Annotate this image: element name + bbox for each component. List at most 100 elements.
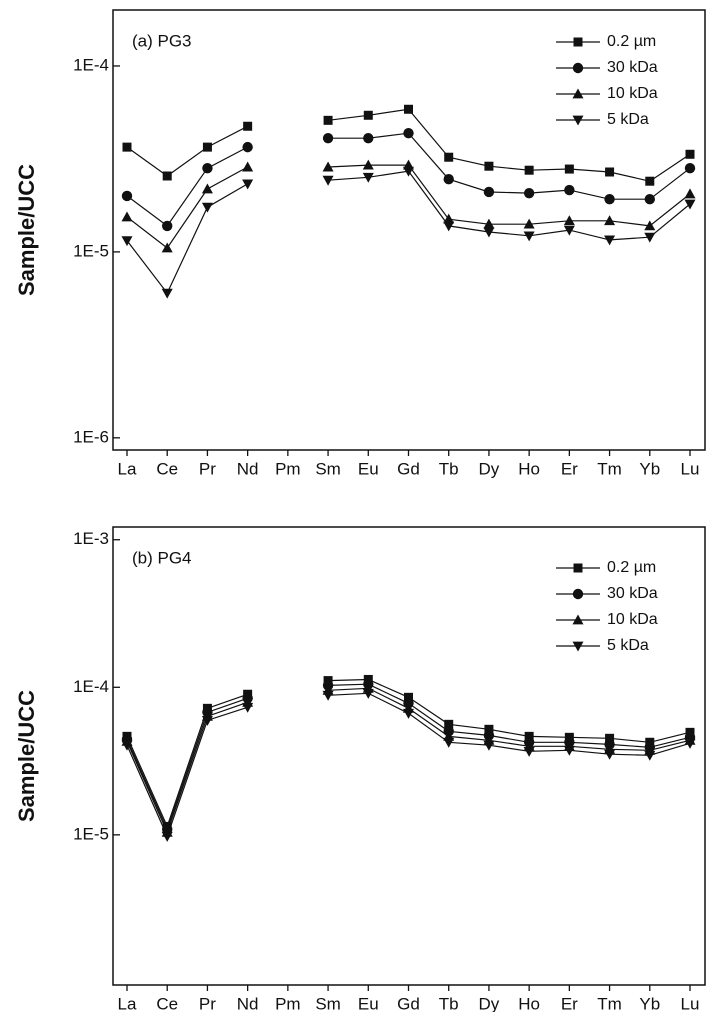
data-point — [363, 110, 373, 120]
data-point — [403, 166, 414, 177]
data-point — [202, 162, 213, 174]
data-point — [242, 179, 254, 190]
data-point — [644, 194, 655, 205]
x-tick-label: Pm — [275, 994, 301, 1012]
data-point — [161, 242, 173, 253]
y-tick-label: 1E-4 — [73, 55, 109, 74]
data-point — [201, 183, 213, 194]
x-tick-label: Yb — [639, 994, 660, 1012]
data-point — [403, 708, 414, 719]
data-point — [363, 132, 374, 144]
x-tick-label: Eu — [358, 459, 379, 478]
data-point — [524, 731, 534, 741]
data-point — [605, 167, 615, 177]
legend-marker — [572, 62, 584, 74]
x-tick-label: Lu — [681, 459, 700, 478]
data-point — [201, 715, 213, 726]
y-tick-label: 1E-6 — [73, 427, 109, 446]
data-point — [242, 702, 254, 713]
data-point — [443, 737, 455, 748]
data-point — [684, 162, 696, 174]
data-point — [122, 142, 132, 152]
legend-marker — [573, 563, 583, 573]
x-tick-label: Ce — [156, 459, 178, 478]
data-point — [483, 740, 495, 751]
data-point — [443, 174, 454, 185]
y-axis-title: Sample/UCC — [14, 164, 39, 296]
x-tick-label: Dy — [479, 994, 500, 1012]
data-point — [121, 740, 133, 751]
data-point — [523, 231, 535, 242]
data-point — [322, 690, 334, 701]
legend-label: 10 kDa — [607, 85, 658, 102]
data-point — [644, 232, 656, 243]
data-point — [604, 235, 616, 246]
data-point — [202, 142, 212, 152]
x-tick-label: Pr — [199, 994, 216, 1012]
x-tick-label: Tb — [439, 459, 459, 478]
x-tick-label: Gd — [397, 459, 420, 478]
series-line — [126, 692, 691, 838]
data-point — [484, 161, 494, 171]
data-point — [483, 227, 495, 238]
x-tick-label: La — [118, 459, 137, 478]
data-point — [323, 115, 333, 125]
x-tick-label: Sm — [315, 459, 341, 478]
x-tick-label: Nd — [237, 994, 259, 1012]
legend-label: 30 kDa — [607, 585, 658, 602]
x-tick-label: Dy — [479, 459, 500, 478]
data-point — [242, 161, 254, 172]
x-tick-label: Gd — [397, 994, 420, 1012]
data-point — [404, 104, 413, 114]
series-line — [126, 678, 691, 829]
x-tick-label: Lu — [681, 994, 700, 1012]
data-point — [523, 218, 535, 229]
data-point — [443, 213, 455, 224]
data-point — [645, 176, 655, 186]
data-point — [201, 202, 213, 213]
x-tick-label: Sm — [315, 994, 341, 1012]
x-tick-label: Ce — [156, 994, 178, 1012]
series-line — [126, 170, 691, 295]
data-point — [162, 171, 172, 181]
y-tick-label: 1E-3 — [73, 529, 109, 548]
data-point — [563, 225, 575, 236]
data-point — [322, 132, 334, 144]
data-point — [563, 215, 575, 226]
data-point — [444, 719, 454, 729]
legend-label: 0.2 µm — [607, 33, 656, 50]
data-point — [483, 218, 495, 229]
data-point — [161, 831, 173, 842]
legend-label: 5 kDa — [607, 637, 649, 654]
x-tick-label: Yb — [639, 459, 660, 478]
legend-marker — [572, 588, 584, 600]
data-point — [484, 724, 494, 734]
x-tick-label: Ho — [518, 459, 540, 478]
y-axis-title: Sample/UCC — [14, 690, 39, 822]
legend-label: 5 kDa — [607, 111, 649, 128]
data-point — [605, 733, 615, 743]
x-tick-label: Ho — [518, 994, 540, 1012]
legend-label: 0.2 µm — [607, 559, 656, 576]
data-point — [685, 149, 695, 159]
legend-label: 10 kDa — [607, 611, 658, 628]
data-point — [161, 288, 173, 299]
series-line — [126, 687, 691, 834]
data-point — [604, 215, 616, 226]
data-point — [243, 121, 253, 131]
series-line — [126, 132, 691, 227]
data-point — [322, 161, 334, 172]
legend-marker — [572, 614, 584, 625]
data-point — [404, 692, 413, 702]
legend-label: 30 kDa — [607, 59, 658, 76]
x-tick-label: Pr — [199, 459, 216, 478]
data-point — [684, 199, 696, 210]
data-point — [604, 749, 616, 760]
data-point — [684, 188, 696, 199]
data-point — [523, 746, 535, 757]
data-point — [362, 159, 374, 170]
data-point — [644, 220, 656, 231]
legend-marker — [572, 88, 584, 99]
legend-marker — [573, 37, 583, 47]
